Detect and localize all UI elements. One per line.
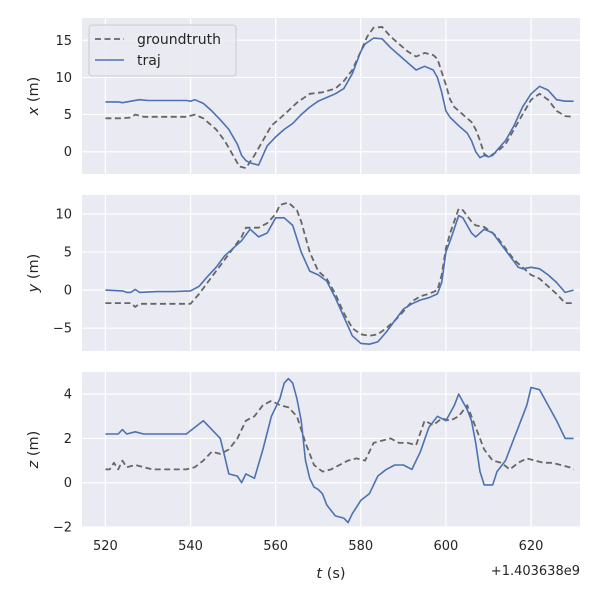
x-axis-label-unit: (s)	[322, 566, 345, 582]
x-tick-label: 600	[434, 539, 459, 554]
x-tick-label: 580	[348, 539, 373, 554]
legend: groundtruth traj	[88, 24, 237, 77]
x-axis-offset-label: +1.403638e9	[491, 564, 580, 579]
y-axis-label-var: y	[26, 283, 42, 293]
y-axis-label-unit: (m)	[26, 77, 42, 107]
y-tick-label: 10	[55, 71, 72, 86]
x-tick-label: 560	[263, 539, 288, 554]
plot-area-z	[82, 372, 580, 527]
y-tick-label: 5	[64, 108, 72, 123]
series-line-groundtruth-z	[105, 399, 575, 473]
y-tick-label: 2	[64, 432, 72, 447]
y-axis-label-unit: (m)	[26, 254, 42, 284]
x-tick-label: 540	[178, 539, 203, 554]
y-tick-label: 0	[64, 145, 72, 160]
series-line-traj-z	[105, 377, 574, 524]
y-tick-label: 15	[55, 34, 72, 49]
subplot-z: −2 0 2 4 z (m)	[26, 372, 580, 536]
y-tick-label: 0	[64, 284, 72, 299]
series-line-traj-x	[105, 37, 574, 166]
plot-layer: 0 5 10 15 x (m) −5 0 5 10 y (m) −2 0 2 4 z (m) 520 540 56…	[26, 18, 580, 554]
y-tick-label: 4	[64, 388, 72, 403]
y-tick-label: −5	[53, 322, 72, 337]
plot-area-y	[82, 195, 580, 351]
y-tick-label: −2	[53, 521, 72, 536]
legend-label-traj: traj	[137, 53, 161, 69]
series-line-traj-y	[105, 214, 574, 345]
subplot-y: −5 0 5 10 y (m)	[26, 195, 580, 351]
x-tick-label: 520	[93, 539, 118, 554]
series-line-groundtruth-x	[105, 26, 574, 169]
legend-label-groundtruth: groundtruth	[137, 32, 221, 48]
y-axis-label-unit: (m)	[26, 431, 42, 461]
x-tick-label: 620	[519, 539, 544, 554]
y-axis-label-y: y (m)	[26, 254, 42, 294]
y-axis-label-var: x	[26, 106, 42, 116]
y-axis-label-var: z	[26, 460, 42, 469]
x-axis-label: t (s)	[316, 566, 345, 582]
y-axis-label-z: z (m)	[26, 431, 42, 470]
legend-box	[88, 24, 237, 77]
x-axis-label-var: t	[316, 566, 323, 582]
y-tick-label: 10	[55, 208, 72, 223]
y-axis-label-x: x (m)	[26, 77, 42, 117]
y-tick-label: 0	[64, 476, 72, 491]
y-tick-label: 5	[64, 246, 72, 261]
